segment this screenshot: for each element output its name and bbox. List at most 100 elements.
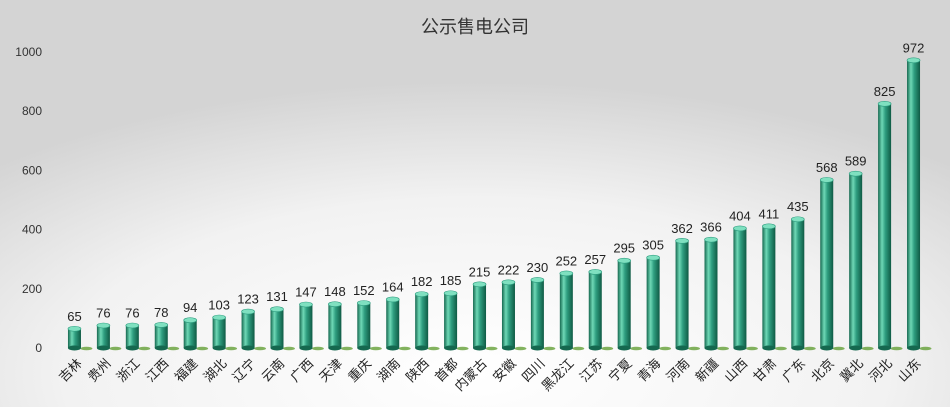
bar-shadow [254, 346, 267, 351]
bar-top [675, 238, 689, 244]
bar-base [733, 345, 747, 351]
bar-base [617, 345, 631, 351]
bar-shadow [80, 346, 93, 351]
bar [588, 269, 614, 351]
bar-shadow [572, 346, 585, 351]
bar-value-label: 148 [324, 284, 346, 299]
y-tick-label: 400 [22, 223, 42, 237]
bar-base [559, 345, 573, 351]
bar-base [212, 345, 226, 351]
bar-shadow [427, 346, 440, 351]
bar-base [530, 345, 544, 351]
y-tick-label: 1000 [15, 45, 42, 59]
bar-shadow [311, 346, 324, 351]
bar [559, 270, 585, 351]
bar-top [762, 223, 776, 230]
bar-body [791, 219, 805, 348]
bar-shadow [543, 346, 556, 351]
bar-base [270, 345, 284, 351]
bar-base [67, 345, 81, 351]
bar-value-label: 123 [237, 292, 259, 307]
bar [212, 314, 238, 351]
bar-shadow [688, 346, 701, 351]
bar-top [819, 177, 834, 183]
y-axis: 0 200 400 600 800 1000 [15, 45, 42, 355]
bar-body [96, 325, 110, 348]
bar-top [67, 325, 82, 332]
bar-value-label: 972 [903, 40, 925, 55]
bar-body [704, 239, 718, 348]
bar [530, 277, 556, 351]
bar [646, 254, 672, 351]
bar [270, 306, 295, 351]
bar [183, 317, 209, 351]
bar-base [473, 345, 487, 351]
bar-body [357, 303, 371, 348]
bar-base [183, 345, 197, 351]
bar-base [96, 345, 110, 351]
bar-value-label: 589 [845, 154, 867, 169]
bar-base [878, 345, 892, 351]
y-tick-label: 200 [22, 282, 42, 296]
bar-value-label: 76 [125, 306, 139, 321]
bar-shadow [717, 346, 729, 351]
bar-base [849, 345, 863, 351]
bar [848, 170, 874, 351]
bar-body [617, 260, 631, 348]
bar-body [675, 240, 689, 348]
bar-value-label: 411 [758, 206, 779, 221]
bar-base [907, 345, 921, 351]
bar-value-label: 366 [700, 220, 722, 235]
bar-value-label: 295 [613, 241, 635, 256]
bar-value-label: 182 [411, 274, 433, 289]
bar [906, 57, 932, 351]
value-labels: 65 76 76 78 94 103 123 131 147 148 152 164 182 185 215… [67, 40, 924, 323]
bar-top [646, 254, 660, 261]
bar-value-label: 257 [584, 252, 606, 267]
bar-shadow [832, 346, 845, 351]
y-tick-label: 600 [22, 163, 42, 177]
bar-body [154, 324, 168, 348]
bar-value-label: 215 [469, 264, 491, 279]
bar-value-label: 164 [382, 279, 404, 294]
bar-top [356, 300, 371, 306]
bar-top [501, 279, 516, 286]
bar-body [849, 173, 863, 348]
bar-top [125, 322, 140, 329]
bar-top [906, 57, 921, 64]
bar-body [183, 320, 197, 348]
bar-top [877, 101, 892, 107]
bar [733, 225, 758, 351]
bar-body [646, 257, 660, 348]
bar-top [559, 270, 574, 277]
bar-top [212, 314, 226, 321]
bar-value-label: 76 [96, 306, 110, 321]
bar-value-label: 94 [183, 300, 197, 315]
bar-value-label: 404 [729, 208, 751, 223]
bar-value-label: 362 [671, 221, 693, 236]
bar-series [67, 57, 932, 351]
bar-shadow [919, 346, 932, 351]
bar-value-label: 568 [816, 160, 838, 175]
bar-shadow [630, 346, 643, 351]
bar-value-label: 230 [527, 260, 549, 275]
bar-top [96, 322, 111, 329]
bar [762, 223, 787, 351]
bar-shadow [340, 346, 353, 351]
bar-top [733, 225, 747, 232]
bar-base [125, 345, 139, 351]
bar-value-label: 435 [787, 199, 809, 214]
y-tick-label: 0 [35, 341, 42, 355]
bar [96, 322, 122, 351]
bar-body [762, 226, 776, 348]
bar-value-label: 131 [266, 289, 288, 304]
bar-base [791, 345, 805, 351]
bar-shadow [398, 346, 411, 351]
bar-top [443, 290, 458, 297]
bar-top [241, 308, 255, 315]
bar-shadow [485, 346, 498, 351]
bar-body [878, 103, 892, 348]
bar-base [762, 345, 776, 351]
bar-shadow [861, 346, 874, 351]
